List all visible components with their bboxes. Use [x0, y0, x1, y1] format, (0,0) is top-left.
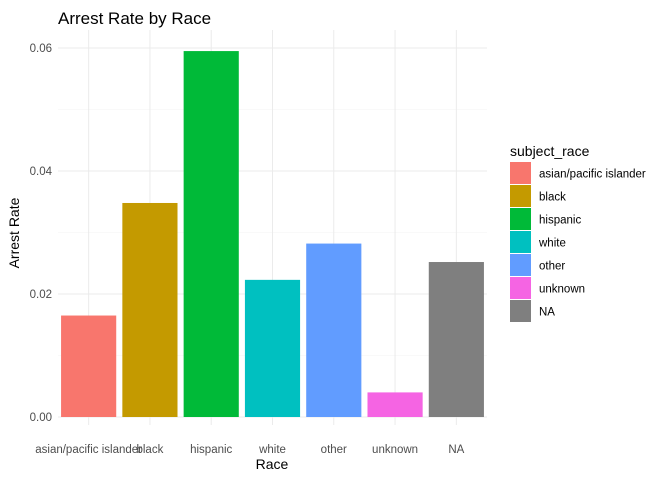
bar-asian-pacific-islander	[61, 315, 117, 417]
legend-key	[510, 185, 531, 207]
x-tick-label: black	[136, 444, 163, 456]
x-tick-label: asian/pacific islander	[35, 444, 142, 456]
legend: subject_race asian/pacific islander black…	[510, 143, 646, 322]
legend-label: black	[539, 192, 566, 204]
legend-key	[510, 277, 531, 299]
bars	[61, 51, 484, 417]
x-tick-label: unknown	[372, 444, 418, 456]
legend-key	[510, 254, 531, 276]
legend-key	[510, 208, 531, 230]
legend-key	[510, 162, 531, 184]
bar-hispanic	[183, 51, 239, 417]
bar-unknown	[367, 392, 423, 417]
bar-white	[244, 279, 301, 417]
bar-black	[122, 202, 178, 417]
y-tick-label: 0.06	[30, 43, 52, 55]
legend-label: unknown	[539, 284, 585, 296]
legend-label: other	[539, 261, 565, 273]
x-tick-label: hispanic	[190, 444, 232, 456]
legend-key	[510, 300, 531, 322]
y-tick-label: 0.02	[30, 289, 52, 301]
legend-label: white	[538, 238, 566, 250]
x-tick-label: NA	[448, 444, 464, 456]
y-tick-label: 0.00	[30, 412, 52, 424]
legend-title: subject_race	[510, 143, 590, 159]
bar-other	[306, 243, 362, 417]
y-tick-label: 0.04	[30, 166, 53, 178]
legend-label: asian/pacific islander	[539, 169, 646, 181]
legend-key	[510, 231, 531, 253]
y-axis-title: Arrest Rate	[6, 197, 22, 268]
x-tick-label: white	[258, 444, 286, 456]
legend-label: NA	[539, 307, 555, 319]
bar-na	[428, 262, 484, 417]
chart-title: Arrest Rate by Race	[58, 9, 211, 28]
x-axis-title: Race	[256, 456, 289, 472]
y-axis-ticks: 0.00 0.02 0.04 0.06	[30, 43, 53, 424]
x-tick-label: other	[321, 444, 347, 456]
legend-label: hispanic	[539, 215, 581, 227]
